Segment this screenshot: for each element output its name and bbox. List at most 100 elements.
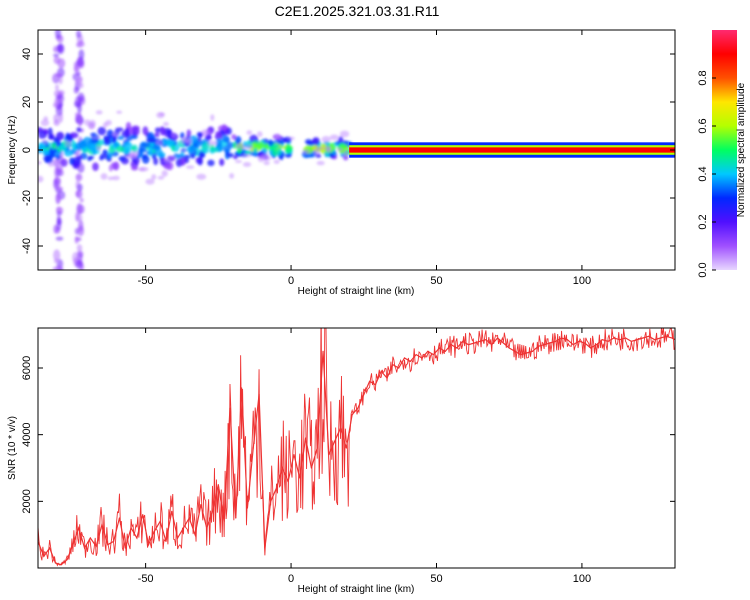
snr-point — [642, 337, 644, 339]
snr-point — [648, 335, 650, 337]
snr-point — [101, 524, 103, 526]
band-blob — [188, 146, 197, 152]
y-tick-label: 6000 — [21, 356, 33, 380]
snr-point — [118, 517, 121, 519]
band-blob — [55, 154, 61, 160]
band-haze — [41, 139, 48, 145]
band-haze — [145, 178, 155, 185]
band-haze — [286, 136, 295, 141]
band-blob — [60, 158, 68, 167]
band-blob — [284, 145, 292, 154]
band-haze — [302, 149, 311, 154]
band-haze — [234, 159, 242, 164]
band-haze — [43, 116, 49, 122]
streak-blob — [56, 211, 63, 216]
snr-point — [555, 340, 557, 342]
band-haze — [105, 119, 112, 126]
streak-blob — [56, 99, 63, 104]
snr-point — [560, 337, 563, 339]
band-blob — [124, 127, 130, 136]
snr-point — [607, 340, 609, 342]
snr-point — [462, 340, 464, 342]
band-blob — [58, 143, 68, 152]
band-blob — [48, 135, 55, 140]
band-haze — [158, 112, 165, 117]
snr-point — [357, 407, 359, 409]
colorbar-tick-label: 0.4 — [697, 166, 709, 181]
snr-point — [60, 564, 62, 566]
snr-point — [281, 467, 283, 469]
band-haze — [138, 167, 146, 172]
snr-point — [235, 517, 237, 519]
band-blob — [154, 131, 160, 138]
snr-point — [496, 337, 499, 339]
snr-point — [113, 540, 115, 542]
snr-point — [206, 527, 208, 529]
snr-point — [310, 467, 313, 469]
band-haze — [163, 121, 169, 127]
y-tick-label: -40 — [21, 238, 33, 254]
streak-blob — [56, 193, 62, 204]
band-haze — [257, 155, 265, 163]
band-blob — [141, 154, 148, 160]
band-haze — [91, 136, 102, 140]
band-blob — [162, 139, 168, 146]
snr-point — [72, 544, 74, 546]
streak-blob — [75, 42, 83, 48]
snr-point — [194, 534, 196, 536]
streak-blob — [53, 119, 60, 126]
streak-blob — [75, 59, 84, 67]
snr-point — [467, 344, 470, 346]
snr-point — [374, 384, 377, 386]
band-blob — [339, 144, 349, 149]
snr-point — [543, 344, 545, 346]
snr-point — [368, 380, 371, 382]
band-blob — [148, 147, 153, 157]
band-blob — [44, 144, 50, 149]
snr-point — [200, 504, 202, 506]
snr-point — [624, 337, 627, 339]
band-blob — [312, 137, 320, 146]
streak-blob — [56, 219, 62, 231]
x-tick-label: -50 — [138, 275, 154, 287]
band-haze — [166, 155, 176, 160]
colorbar-tick-label: 0.8 — [697, 70, 709, 85]
streak-blob — [79, 82, 84, 89]
x-tick-label: -50 — [138, 573, 154, 585]
streak-blob — [56, 44, 64, 52]
snr-point — [386, 377, 388, 379]
streak-blob — [55, 72, 63, 78]
snr-point — [252, 447, 254, 449]
band-haze — [256, 131, 263, 138]
snr-point — [182, 527, 185, 529]
band-core — [349, 147, 675, 153]
snr-y-axis-label: SNR (10 * v/v) — [7, 416, 18, 480]
band-haze — [96, 145, 102, 151]
snr-point — [526, 352, 528, 354]
band-blob — [160, 128, 166, 136]
snr-point — [520, 354, 522, 356]
band-blob — [198, 151, 206, 159]
streak-blob — [76, 203, 83, 215]
streak-blob — [75, 190, 80, 198]
band-blob — [97, 126, 107, 136]
snr-plot-area — [38, 328, 675, 568]
snr-point — [258, 394, 260, 396]
snr-point — [339, 427, 342, 429]
band-haze — [171, 131, 177, 139]
band-haze — [128, 153, 137, 159]
band-blob — [108, 147, 116, 154]
band-blob — [257, 141, 265, 150]
band-blob — [233, 155, 238, 160]
snr-point — [136, 537, 138, 539]
chart-title: C2E1.2025.321.03.31.R11 — [275, 3, 440, 19]
streak-blob — [77, 92, 85, 102]
band-blob — [225, 136, 230, 144]
snr-point — [584, 342, 586, 344]
band-haze — [156, 140, 164, 146]
band-haze — [323, 145, 332, 152]
snr-point — [147, 544, 150, 546]
snr-point — [223, 520, 225, 522]
band-haze — [275, 133, 281, 139]
snr-point — [450, 344, 452, 346]
